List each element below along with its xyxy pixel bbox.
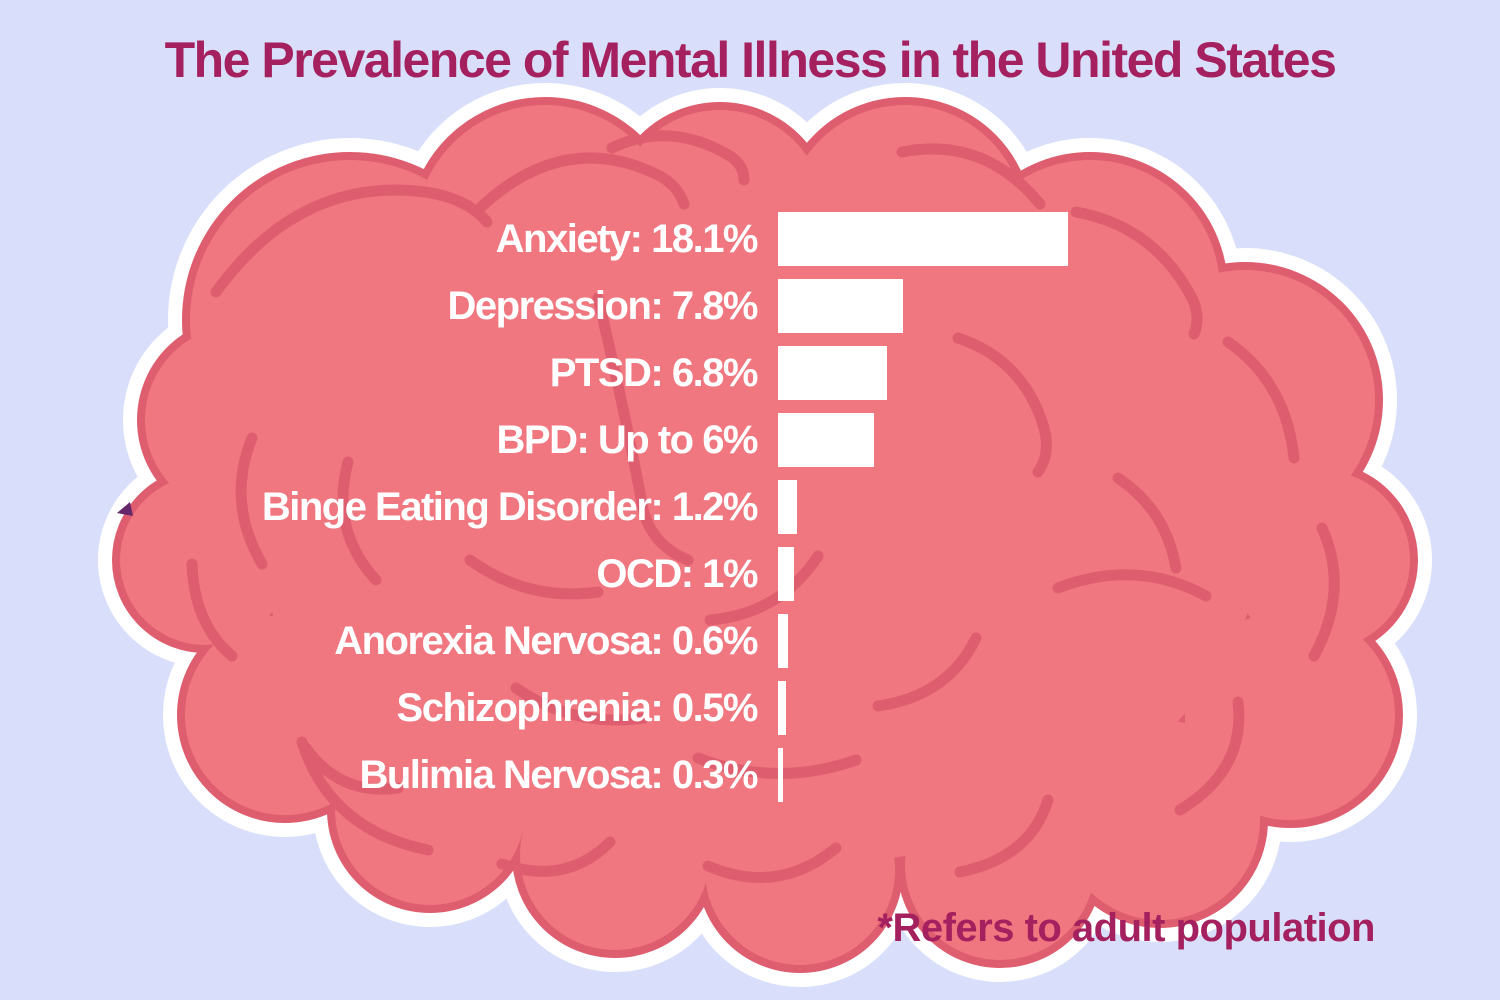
chart-row: BPD: Up to 6% bbox=[57, 413, 874, 467]
bar bbox=[778, 681, 786, 735]
bar bbox=[778, 346, 887, 400]
bar bbox=[778, 212, 1068, 266]
bar-label: Bulimia Nervosa: 0.3% bbox=[359, 753, 758, 797]
chart-row: Schizophrenia: 0.5% bbox=[57, 681, 786, 735]
mouse-cursor-icon bbox=[117, 502, 133, 516]
chart-row: Depression: 7.8% bbox=[57, 279, 903, 333]
bar-label: Binge Eating Disorder: 1.2% bbox=[261, 485, 759, 529]
bar bbox=[778, 748, 783, 802]
bar bbox=[778, 480, 797, 534]
bar-label: PTSD: 6.8% bbox=[549, 351, 759, 395]
page-title: The Prevalence of Mental Illness in the … bbox=[164, 32, 1337, 88]
bar-label: Schizophrenia: 0.5% bbox=[396, 686, 759, 730]
footnote: *Refers to adult population bbox=[877, 906, 1375, 950]
chart-row: Anxiety: 18.1% bbox=[57, 212, 1068, 266]
chart-row: PTSD: 6.8% bbox=[57, 346, 887, 400]
bar bbox=[778, 413, 874, 467]
chart-row: Anorexia Nervosa: 0.6% bbox=[57, 614, 788, 668]
bar-label: Depression: 7.8% bbox=[447, 284, 759, 328]
chart-row: Bulimia Nervosa: 0.3% bbox=[57, 748, 783, 802]
bar bbox=[778, 614, 788, 668]
chart-row: OCD: 1% bbox=[57, 547, 794, 601]
bar-label: Anxiety: 18.1% bbox=[495, 217, 759, 261]
bar-label: BPD: Up to 6% bbox=[496, 418, 759, 462]
chart-row: Binge Eating Disorder: 1.2% bbox=[57, 480, 797, 534]
bar-label: Anorexia Nervosa: 0.6% bbox=[334, 619, 758, 663]
bar bbox=[778, 279, 903, 333]
bar-label: OCD: 1% bbox=[596, 552, 758, 596]
brain-sulci-lines bbox=[186, 130, 1340, 884]
bar bbox=[778, 547, 794, 601]
